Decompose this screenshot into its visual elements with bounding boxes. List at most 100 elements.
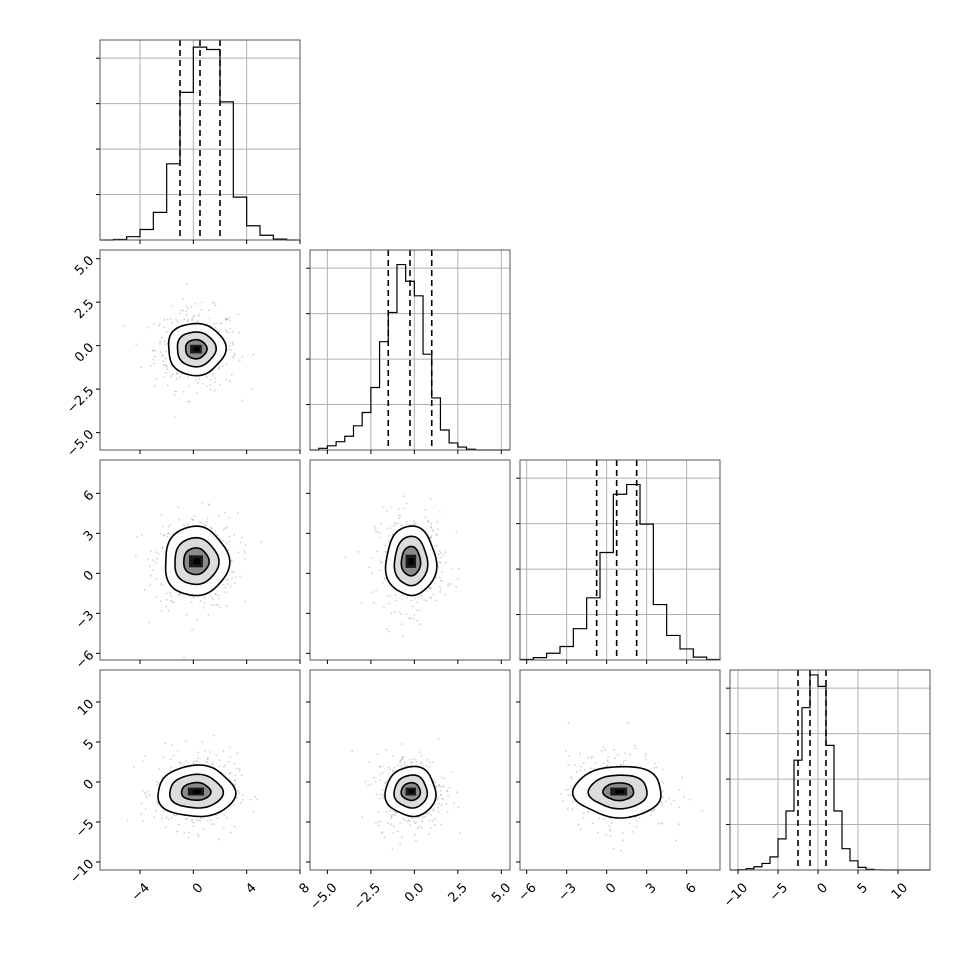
sample-point: [620, 849, 622, 852]
sample-point: [565, 750, 567, 752]
sample-point: [424, 815, 426, 818]
sample-point: [392, 832, 395, 834]
x-tick-label: −2.5: [351, 880, 384, 913]
scatter-panel-content: [126, 734, 259, 841]
sample-point: [560, 792, 563, 795]
sample-point: [230, 560, 233, 563]
sample-point: [395, 812, 397, 815]
sample-point: [435, 785, 437, 788]
sample-point: [424, 509, 427, 511]
x-tick-label: 4: [243, 880, 259, 896]
sample-point: [156, 800, 159, 803]
x-tick-label: −5.0: [308, 880, 341, 913]
sample-point: [405, 523, 408, 525]
sample-point: [142, 820, 145, 822]
sample-point: [193, 314, 196, 317]
sample-point: [378, 798, 381, 800]
sample-point: [164, 343, 166, 346]
sample-point: [205, 376, 208, 379]
sample-point: [384, 782, 386, 785]
sample-point: [186, 817, 189, 820]
sample-point: [237, 313, 240, 316]
sample-point: [661, 823, 663, 825]
sample-point: [149, 584, 152, 586]
sample-point: [236, 511, 239, 514]
sample-point: [611, 822, 613, 825]
sample-point: [394, 594, 397, 596]
sample-point: [229, 342, 232, 344]
sample-point: [163, 534, 166, 536]
sample-point: [379, 773, 382, 776]
sample-point: [145, 794, 147, 796]
sample-point: [192, 821, 195, 824]
sample-point: [428, 587, 431, 590]
sample-point: [369, 783, 372, 786]
sample-point: [153, 355, 156, 358]
sample-point: [183, 656, 186, 659]
sample-point: [185, 310, 187, 313]
sample-point: [418, 825, 421, 828]
sample-point: [188, 400, 191, 403]
sample-point: [184, 524, 187, 527]
sample-point: [382, 581, 384, 584]
sample-point: [622, 760, 625, 763]
sample-point: [241, 536, 243, 539]
sample-point: [390, 814, 393, 817]
sample-point: [209, 379, 212, 381]
sample-point: [207, 614, 210, 616]
scatter-panel-3-1: [309, 669, 511, 871]
sample-point: [176, 372, 179, 375]
sample-point: [207, 309, 210, 311]
sample-point: [428, 586, 431, 589]
sample-point: [165, 605, 168, 608]
sample-point: [417, 597, 420, 599]
sample-point: [177, 594, 180, 596]
sample-point: [381, 789, 384, 792]
sample-point: [389, 768, 391, 771]
sample-point: [429, 827, 432, 829]
sample-point: [185, 305, 188, 308]
sample-point: [681, 776, 683, 779]
sample-point: [638, 816, 641, 819]
scatter-panel-content: [134, 501, 263, 659]
sample-point: [412, 617, 415, 620]
sample-point: [218, 838, 220, 841]
sample-point: [170, 758, 172, 760]
sample-point: [447, 794, 449, 797]
sample-point: [140, 813, 143, 816]
sample-point: [383, 836, 386, 839]
sample-point: [607, 760, 610, 763]
sample-point: [161, 817, 164, 820]
sample-point: [197, 819, 200, 821]
sample-point: [607, 755, 609, 758]
sample-point: [207, 503, 210, 505]
sample-point: [210, 819, 213, 822]
sample-point: [201, 741, 204, 743]
sample-point: [195, 392, 198, 395]
sample-point: [432, 593, 435, 596]
sample-point: [207, 758, 209, 760]
sample-point: [655, 766, 658, 769]
sample-point: [162, 584, 165, 586]
hist-panel-2: [516, 459, 721, 661]
sample-point: [203, 750, 206, 752]
sample-point: [218, 365, 221, 368]
sample-point: [227, 331, 230, 334]
density-peak: [193, 558, 201, 565]
sample-point: [440, 804, 443, 806]
sample-point: [609, 835, 611, 837]
sample-point: [166, 535, 168, 538]
sample-point: [196, 382, 199, 384]
sample-point: [152, 349, 155, 352]
sample-point: [177, 823, 180, 826]
sample-point: [408, 819, 410, 822]
sample-point: [180, 373, 183, 375]
sample-point: [197, 751, 200, 754]
sample-point: [432, 528, 434, 531]
sample-point: [230, 373, 233, 376]
sample-point: [437, 798, 439, 801]
sample-point: [433, 582, 436, 584]
sample-point: [376, 753, 379, 755]
sample-point: [416, 609, 418, 611]
sample-point: [152, 559, 154, 562]
